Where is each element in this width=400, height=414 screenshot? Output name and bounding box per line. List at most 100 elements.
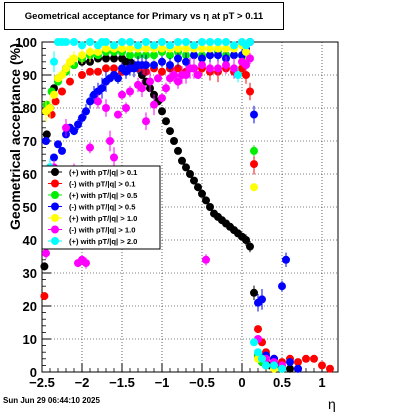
data-point [122, 104, 130, 112]
y-tick-label: 0 [30, 365, 37, 380]
data-point [98, 84, 106, 93]
data-point [278, 364, 286, 373]
data-point [182, 163, 190, 172]
data-point [242, 61, 250, 70]
data-point [118, 44, 126, 53]
data-point [102, 64, 110, 73]
data-point [158, 44, 166, 53]
data-point [86, 67, 94, 76]
data-point [166, 61, 174, 70]
data-point [50, 153, 58, 162]
legend-label: (+) with pT/|q| > 0.5 [69, 191, 138, 200]
data-point [286, 364, 294, 373]
data-layer [40, 38, 334, 373]
legend-marker [51, 202, 59, 211]
data-point [250, 110, 258, 119]
data-point [158, 94, 166, 103]
data-point [102, 44, 110, 53]
x-tick-label: −1 [155, 375, 170, 390]
data-point [166, 127, 174, 136]
data-point [230, 51, 238, 60]
chart-title: Geometrical acceptance for Primary vs η … [4, 2, 284, 30]
data-point [202, 255, 210, 264]
data-point [50, 57, 58, 66]
data-point [214, 64, 222, 73]
data-point [134, 41, 142, 50]
data-point [142, 44, 150, 53]
data-point [142, 38, 150, 46]
data-point [174, 38, 182, 46]
data-point [246, 54, 254, 63]
data-point [126, 51, 134, 60]
data-point [70, 54, 78, 63]
y-tick-label: 10 [23, 332, 37, 347]
legend-label: (-) with pT/|q| > 0.1 [69, 180, 136, 189]
x-tick-label: −2.5 [29, 375, 55, 390]
data-point [158, 107, 166, 116]
legend-marker [51, 225, 59, 234]
legend-label: (+) with pT/|q| > 1.0 [69, 214, 137, 223]
data-point [78, 71, 86, 79]
data-point [146, 77, 154, 86]
legend-label: (+) with pT/|q| > 2.0 [69, 237, 137, 246]
legend-marker [51, 179, 59, 188]
data-point [40, 292, 49, 301]
x-tick-label: 0.5 [273, 375, 291, 390]
data-point [150, 100, 158, 109]
data-point [86, 47, 94, 56]
data-point [242, 236, 250, 244]
data-point [174, 77, 182, 86]
y-tick-label: 70 [23, 134, 37, 149]
legend-marker [51, 237, 59, 245]
y-tick-label: 90 [23, 68, 37, 83]
data-point [158, 38, 166, 46]
data-point [110, 153, 118, 162]
data-point [182, 71, 190, 79]
data-point [150, 61, 158, 70]
data-point [286, 358, 294, 367]
data-point [194, 183, 202, 192]
data-point [62, 64, 70, 73]
data-point [190, 64, 198, 73]
data-point [42, 249, 50, 258]
data-point [234, 71, 242, 79]
data-point [250, 288, 258, 297]
data-point [294, 364, 302, 373]
data-point [198, 61, 206, 70]
data-point [198, 54, 206, 63]
data-point [40, 262, 49, 271]
y-tick-label: 80 [23, 101, 37, 116]
data-point [82, 259, 90, 268]
y-tick-label: 100 [15, 35, 37, 50]
data-point [126, 38, 134, 46]
y-tick-label: 20 [23, 299, 37, 314]
data-point [174, 64, 182, 73]
data-point [190, 51, 198, 60]
data-point [202, 196, 210, 205]
y-tick-label: 40 [23, 233, 37, 248]
data-point [246, 38, 254, 46]
data-point [94, 67, 102, 76]
legend: (+) with pT/|q| > 0.1 (-) with pT/|q| > 0… [41, 165, 161, 250]
data-point [174, 54, 182, 63]
data-point [198, 44, 206, 53]
data-point [250, 183, 258, 192]
data-point [74, 120, 82, 129]
legend-marker [51, 191, 59, 199]
data-point [222, 61, 230, 70]
data-point [110, 64, 118, 73]
data-point [242, 47, 250, 56]
data-point [58, 87, 66, 96]
data-point [134, 51, 142, 60]
data-point [110, 41, 118, 50]
axes: −2.5 −2 −1.5 −1 −0.5 0 0.5 10102030405060708090… [15, 35, 331, 390]
timestamp-footer: Sun Jun 29 06:44:10 2025 [3, 396, 100, 405]
data-point [206, 64, 214, 73]
data-point [51, 97, 60, 106]
data-point [258, 295, 266, 304]
data-point [206, 51, 214, 60]
legend-marker [51, 214, 59, 222]
data-point [230, 41, 238, 50]
data-point [118, 90, 126, 99]
